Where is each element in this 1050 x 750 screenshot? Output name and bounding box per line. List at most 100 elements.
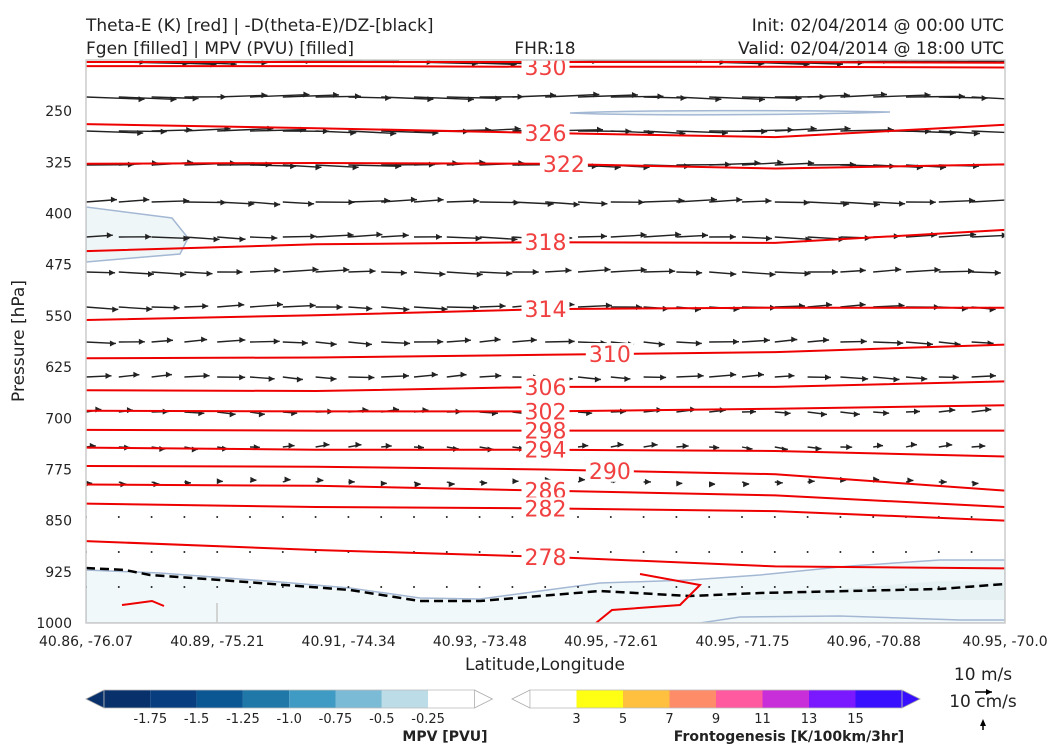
wind-vector-head — [330, 375, 337, 382]
theta-e-contour — [86, 343, 1005, 360]
wind-vector — [773, 551, 776, 553]
wind-vector — [970, 551, 973, 553]
wind-vector-head — [414, 481, 421, 488]
wind-vector-head — [271, 235, 278, 242]
wind-vector — [512, 94, 557, 98]
theta-e-contour-label: 318 — [525, 231, 567, 256]
wind-vector-head — [437, 338, 444, 345]
wind-vector — [709, 130, 768, 133]
theta-e-contour-layer: 3343303263223183143103063022982942902862… — [86, 56, 1005, 571]
wind-vector — [938, 233, 977, 238]
wind-vector — [577, 94, 638, 98]
wind-vector — [217, 94, 268, 98]
mpv-filled-region — [569, 109, 891, 116]
wind-vector-head — [824, 374, 831, 381]
wind-vector-head — [475, 235, 482, 242]
wind-vector — [577, 516, 579, 518]
wind-vector-head — [815, 445, 822, 452]
wind-vector-head — [696, 269, 703, 276]
wind-vector-head — [385, 442, 392, 449]
wind-vector — [249, 586, 251, 588]
wind-vector — [217, 201, 255, 205]
wind-vector — [86, 96, 145, 100]
colorbar-tick-label: -1.5 — [184, 712, 209, 727]
wind-vector-head — [317, 477, 324, 484]
wind-vector — [478, 586, 481, 588]
wind-vector-head — [143, 196, 150, 203]
wind-vector — [150, 551, 153, 553]
wind-vector-head — [343, 266, 350, 273]
colorbar-tick-label: 3 — [572, 712, 580, 727]
wind-vector-head — [355, 441, 362, 448]
wind-vector-head — [736, 196, 743, 203]
wind-vector — [315, 234, 354, 238]
colorbar-extend-high — [901, 689, 921, 709]
wind-vector — [381, 130, 439, 134]
y-tick-label: 925 — [45, 565, 72, 581]
wind-vector-head — [895, 266, 902, 273]
wind-vector — [314, 551, 317, 553]
wind-vector-head — [862, 375, 869, 382]
wind-vector — [183, 551, 186, 553]
wind-vector — [971, 96, 1005, 100]
wind-vector — [676, 130, 729, 134]
wind-vector — [150, 516, 153, 518]
wind-vector — [281, 516, 284, 518]
wind-vector — [806, 516, 809, 518]
wind-vector-head — [788, 372, 795, 379]
contour-label-bg — [521, 60, 570, 78]
wind-vector-head — [213, 236, 220, 243]
wind-vector-head — [309, 302, 316, 309]
wind-vector — [545, 93, 600, 98]
wind-vector-head — [506, 270, 513, 277]
theta-e-contour-label: 330 — [525, 56, 567, 81]
contour-label-bg — [521, 497, 570, 520]
wind-vector-head — [946, 441, 953, 448]
wind-vector-head — [777, 159, 784, 166]
wind-vector — [577, 551, 579, 553]
theta-e-contour-label: 306 — [525, 376, 567, 401]
wind-vector — [773, 586, 776, 588]
colorbar-tick-label: 9 — [712, 712, 720, 727]
wind-vector-head — [1001, 232, 1005, 239]
wind-vector-head — [676, 480, 683, 487]
wind-vector-head — [133, 371, 140, 378]
wind-vector-head — [940, 478, 947, 485]
wind-vector — [249, 93, 310, 98]
wind-vector-head — [147, 271, 154, 278]
wind-vector-head — [808, 478, 815, 485]
wind-vector — [610, 130, 654, 134]
wind-vector-head — [400, 269, 407, 276]
wind-vector — [839, 516, 842, 518]
colorbar-segment — [623, 690, 670, 708]
wind-vector — [643, 199, 685, 203]
wind-vector — [840, 93, 887, 98]
frontogenesis-colorbar: 3 5 7 9 11 13 15 — [511, 689, 921, 727]
wind-vector-head — [651, 441, 658, 448]
wind-vector-head — [973, 130, 980, 137]
wind-vector — [216, 551, 219, 553]
y-tick-label: 550 — [45, 309, 72, 325]
wind-vector-head — [511, 236, 518, 243]
wind-vector-head — [276, 301, 283, 308]
wind-vector-head — [578, 476, 585, 483]
wind-vector — [315, 130, 357, 134]
wind-vector-head — [202, 303, 209, 310]
wind-vector-head — [784, 410, 791, 417]
wind-vector-head — [859, 301, 866, 308]
frontogenesis-colorbar-title: Frontogenesis [K/100km/3hr] — [674, 729, 904, 745]
wind-vector-head — [729, 233, 736, 240]
wind-vector — [577, 586, 579, 588]
wind-vector-head — [274, 201, 281, 208]
wind-vector — [282, 164, 322, 169]
wind-vector-head — [476, 271, 483, 278]
wind-vector — [216, 516, 219, 518]
wind-vector-head — [472, 304, 479, 311]
wind-vector-head — [366, 305, 373, 312]
wind-vector-head — [883, 410, 890, 417]
colorbar-segment — [809, 690, 856, 708]
colorbar-segment — [150, 690, 197, 708]
wind-vector-head — [969, 197, 976, 204]
mpv-filled-region — [700, 581, 1005, 600]
wind-vector-head — [877, 442, 884, 449]
